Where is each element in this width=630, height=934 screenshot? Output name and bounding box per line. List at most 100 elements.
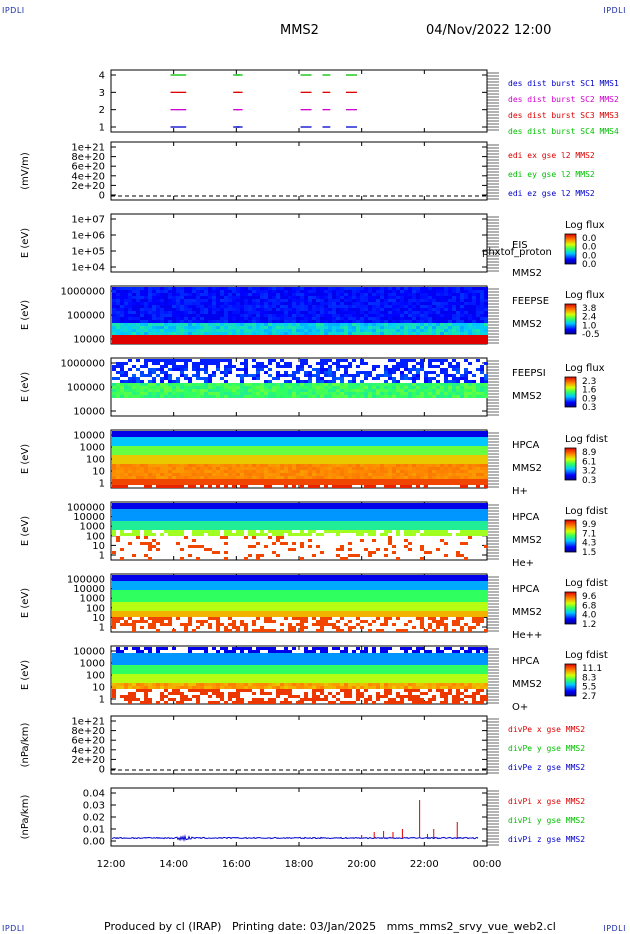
spectrogram-cell xyxy=(272,446,276,449)
spectrogram-cell xyxy=(472,464,476,467)
spectrogram-cell xyxy=(204,323,208,326)
spectrogram-cell xyxy=(160,476,164,479)
spectrogram-cell xyxy=(424,308,428,311)
spectrogram-cell xyxy=(456,461,460,464)
spectrogram-cell xyxy=(140,314,144,317)
spectrogram-cell xyxy=(416,362,420,365)
spectrogram-cell xyxy=(292,305,296,308)
spectrogram-cell xyxy=(436,338,440,341)
spectrogram-cell xyxy=(216,287,220,290)
spectrogram-cell xyxy=(132,554,136,557)
spectrogram-cell xyxy=(432,476,436,479)
spectrogram-cell xyxy=(364,437,368,440)
spectrogram-cell xyxy=(336,314,340,317)
spectrogram-cell xyxy=(460,395,464,398)
spectrogram-cell xyxy=(448,287,452,290)
spectrogram-cell xyxy=(252,479,256,482)
spectrogram-cell xyxy=(288,320,292,323)
spectrogram-cell xyxy=(264,329,268,332)
spectrogram-cell xyxy=(312,299,316,302)
spectrogram-cell xyxy=(116,314,120,317)
spectrogram-cell xyxy=(372,311,376,314)
spectrogram-cell xyxy=(208,383,212,386)
spectrogram-cell xyxy=(312,449,316,452)
spectrogram-cell xyxy=(412,296,416,299)
spectrogram-cell xyxy=(252,467,256,470)
spectrogram-cell xyxy=(160,299,164,302)
spectrogram-cell xyxy=(128,329,132,332)
spectrogram-cell xyxy=(268,323,272,326)
spectrogram-cell xyxy=(208,305,212,308)
spectrogram-cell xyxy=(248,383,252,386)
spectrogram-cell xyxy=(148,332,152,335)
spectrogram-cell xyxy=(160,506,164,509)
spectrogram-cell xyxy=(188,338,192,341)
spectrogram-cell xyxy=(408,386,412,389)
spectrogram-cell xyxy=(216,359,220,362)
spectrogram-cell xyxy=(224,392,228,395)
spectrogram-cell xyxy=(168,362,172,365)
spectrogram-cell xyxy=(472,449,476,452)
spectrogram-cell xyxy=(348,437,352,440)
spectrogram-cell xyxy=(432,392,436,395)
spectrogram-cell xyxy=(264,461,268,464)
spectrogram-cell xyxy=(140,323,144,326)
spectrogram-cell xyxy=(408,449,412,452)
spectrogram-cell xyxy=(476,335,480,338)
spectrogram-cell xyxy=(156,467,160,470)
spectrogram-cell xyxy=(196,458,200,461)
spectrogram-cell xyxy=(144,374,148,377)
spectrogram-cell xyxy=(144,533,148,536)
spectrogram-cell xyxy=(176,314,180,317)
spectrogram-cell xyxy=(232,476,236,479)
spectrogram-cell xyxy=(280,311,284,314)
spectrogram-cell xyxy=(264,479,268,482)
spectrogram-cell xyxy=(252,446,256,449)
spectrogram-cell xyxy=(124,311,128,314)
spectrogram-cell xyxy=(236,311,240,314)
spectrogram-cell xyxy=(448,311,452,314)
spectrogram-cell xyxy=(440,299,444,302)
spectrogram-cell xyxy=(112,287,116,290)
spectrogram-cell xyxy=(208,431,212,434)
spectrogram-cell xyxy=(448,482,452,485)
spectrogram-cell xyxy=(268,359,272,362)
spectrogram-cell xyxy=(368,386,372,389)
spectrogram-cell xyxy=(188,470,192,473)
spectrogram-cell xyxy=(384,437,388,440)
spectrogram-cell xyxy=(228,311,232,314)
spectrogram-cell xyxy=(404,311,408,314)
spectrogram-cell xyxy=(216,395,220,398)
panel-side-label: FEEPSI xyxy=(512,368,546,379)
spectrogram-cell xyxy=(132,467,136,470)
spectrogram-cell xyxy=(352,482,356,485)
spectrogram-cell xyxy=(316,314,320,317)
spectrogram-cell xyxy=(260,332,264,335)
spectrogram-cell xyxy=(408,338,412,341)
spectrogram-cell xyxy=(364,485,368,488)
spectrogram-cell xyxy=(372,377,376,380)
spectrogram-cell xyxy=(132,317,136,320)
spectrogram-cell xyxy=(144,308,148,311)
spectrogram-cell xyxy=(168,326,172,329)
spectrogram-cell xyxy=(148,461,152,464)
spectrogram-cell xyxy=(200,359,204,362)
spectrogram-cell xyxy=(412,368,416,371)
spectrogram-cell xyxy=(252,464,256,467)
spectrogram-cell xyxy=(172,311,176,314)
spectrogram-cell xyxy=(424,371,428,374)
spectrogram-cell xyxy=(428,434,432,437)
spectrogram-cell xyxy=(140,512,144,515)
spectrogram-cell xyxy=(356,293,360,296)
spectrogram-cell xyxy=(148,521,152,524)
spectrogram-cell xyxy=(404,332,408,335)
spectrogram-cell xyxy=(184,395,188,398)
spectrogram-cell xyxy=(276,455,280,458)
spectrogram-cell xyxy=(408,311,412,314)
spectrogram-cell xyxy=(168,431,172,434)
spectrogram-cell xyxy=(416,482,420,485)
spectrogram-cell xyxy=(164,365,168,368)
spectrogram-cell xyxy=(176,389,180,392)
spectrogram-cell xyxy=(380,332,384,335)
spectrogram-cell xyxy=(316,287,320,290)
